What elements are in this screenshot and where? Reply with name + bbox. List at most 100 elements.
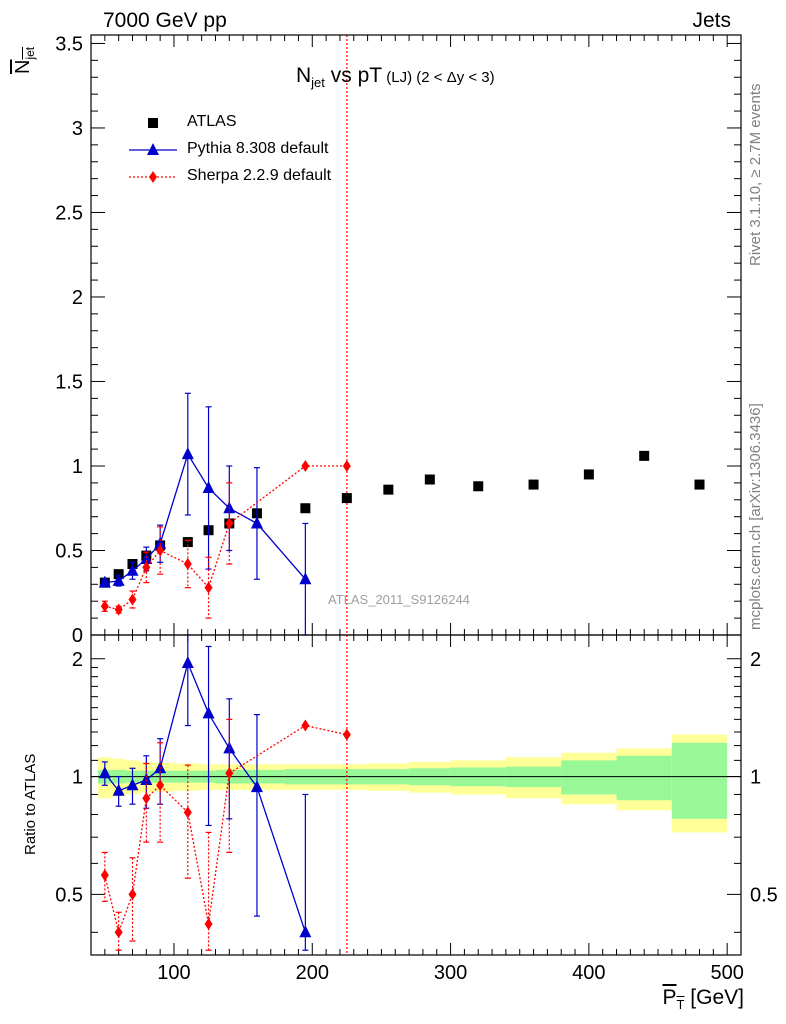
y-tick-label-ratio-right: 2 [750, 649, 761, 671]
series-point-pythia [250, 516, 263, 529]
ratio-line-sherpa [104, 724, 347, 935]
series-point-pythia [299, 572, 312, 585]
ratio-point-pythia [126, 778, 139, 791]
series-line-pythia [104, 452, 306, 584]
ratio-point-pythia [202, 706, 215, 719]
y-axis-title-main-text: N [12, 59, 34, 74]
y-tick-label-main: 0.5 [55, 540, 83, 562]
series-point-pythia [154, 536, 167, 549]
title-cut: (2 < Δy < 3) [412, 69, 495, 86]
x-tick-label: 400 [572, 962, 605, 984]
y-axis-title-main: Njet [12, 47, 37, 74]
ratio-uncertainty-band [97, 734, 728, 833]
ratio-point-pythia [98, 766, 111, 779]
y-axis-title-main-sub: jet [23, 46, 37, 60]
title-middle: vs pT [324, 64, 383, 87]
ratio-point-sherpa [114, 926, 123, 939]
ratio-point-sherpa [342, 728, 351, 741]
atlas-data-point [583, 469, 594, 480]
series-point-sherpa [225, 517, 234, 530]
series-point-pythia [112, 573, 125, 586]
y-tick-label-main: 0 [72, 625, 83, 647]
x-axis-title-text: P [662, 986, 677, 1009]
ratio-point-sherpa [183, 806, 192, 819]
atlas-data-point [528, 479, 539, 490]
series-point-sherpa [204, 581, 213, 594]
ratio-band-stat [671, 742, 728, 819]
series-point-pythia [98, 575, 111, 588]
series-point-sherpa [183, 558, 192, 571]
series-point-pythia [202, 480, 215, 493]
title-prefix: N [296, 64, 312, 87]
plot-frame [90, 34, 742, 956]
ratio-point-pythia [181, 656, 194, 669]
series-point-sherpa [114, 603, 123, 616]
series-point-sherpa [301, 459, 310, 472]
series-point-pythia [126, 563, 139, 576]
legend-marker-pythia [147, 143, 159, 155]
analysis-watermark: ATLAS_2011_S9126244 [328, 592, 470, 607]
x-axis-title-sub: T [676, 997, 685, 1013]
axis-ticks: 100 200 300 400 500 0 0.5 1 1.5 2 2.5 3 3.5 0.5 0.5 1 1 2… [55, 33, 778, 984]
ratio-point-sherpa [128, 888, 137, 901]
y-tick-label-main: 2 [72, 287, 83, 309]
legend-label-pythia: Pythia 8.308 default [187, 140, 329, 157]
ratio-point-sherpa [301, 719, 310, 732]
mcplots-reference-label: mcplots.cern.ch [arXiv:1306.3436] [747, 403, 764, 630]
series-point-sherpa [128, 593, 137, 606]
header-energy: 7000 GeV pp [103, 9, 227, 32]
series-point-sherpa [100, 600, 109, 613]
atlas-data-point [341, 493, 352, 504]
y-tick-label-main: 3.5 [55, 33, 83, 55]
y-tick-label-ratio: 2 [72, 649, 83, 671]
chart-title: Njet vs pT (LJ) (2 < Δy < 3) [296, 64, 495, 90]
atlas-data-point [424, 474, 435, 485]
ratio-point-sherpa [100, 869, 109, 882]
ratio-point-pythia [112, 783, 125, 796]
ratio-point-sherpa [225, 767, 234, 780]
series-point-pythia [181, 447, 194, 460]
ratio-point-pythia [250, 780, 263, 793]
ratio-band-stat [561, 760, 617, 795]
atlas-data-point [383, 484, 394, 495]
series-line-sherpa [104, 465, 347, 611]
data-layer [98, 118, 705, 951]
y-tick-label-ratio: 0.5 [55, 884, 83, 906]
atlas-data-point [473, 481, 484, 492]
x-tick-label: 200 [296, 962, 329, 984]
y-tick-label-main: 1 [72, 456, 83, 478]
y-tick-label-main: 1.5 [55, 371, 83, 393]
atlas-data-point [300, 503, 311, 514]
ratio-band-stat [616, 755, 672, 801]
ratio-point-pythia [140, 772, 153, 785]
y-tick-label-ratio-right: 1 [750, 767, 761, 789]
ratio-point-sherpa [156, 779, 165, 792]
x-tick-label: 500 [710, 962, 743, 984]
series-point-sherpa [142, 561, 151, 574]
ratio-point-pythia [299, 925, 312, 938]
rivet-version-label: Rivet 3.1.10, ≥ 2.7M events [747, 83, 764, 267]
atlas-data-point [694, 479, 705, 490]
legend-label-atlas: ATLAS [187, 113, 237, 130]
title-prefix-sub: jet [311, 75, 325, 91]
y-tick-label-ratio: 1 [72, 767, 83, 789]
title-small: (LJ) [382, 69, 413, 86]
ratio-point-sherpa [204, 918, 213, 931]
y-axis-title-ratio: Ratio to ATLAS [22, 753, 39, 855]
x-axis-title: PT [GeV] [663, 986, 745, 1012]
ratio-point-sherpa [142, 792, 151, 805]
x-tick-label: 100 [157, 962, 190, 984]
legend-marker-sherpa [149, 171, 157, 183]
legend-label-sherpa: Sherpa 2.2.9 default [187, 167, 332, 184]
x-tick-label: 300 [434, 962, 467, 984]
series-point-sherpa [156, 544, 165, 557]
y-tick-label-main: 3 [72, 118, 83, 140]
ratio-panel-frame [90, 634, 742, 956]
legend-marker-atlas [148, 118, 158, 128]
x-axis-title-unit: [GeV] [684, 986, 744, 1009]
atlas-data-point [639, 450, 650, 461]
y-tick-label-ratio-right: 0.5 [750, 884, 778, 906]
ratio-line-pythia [104, 661, 306, 933]
series-point-sherpa [342, 459, 351, 472]
